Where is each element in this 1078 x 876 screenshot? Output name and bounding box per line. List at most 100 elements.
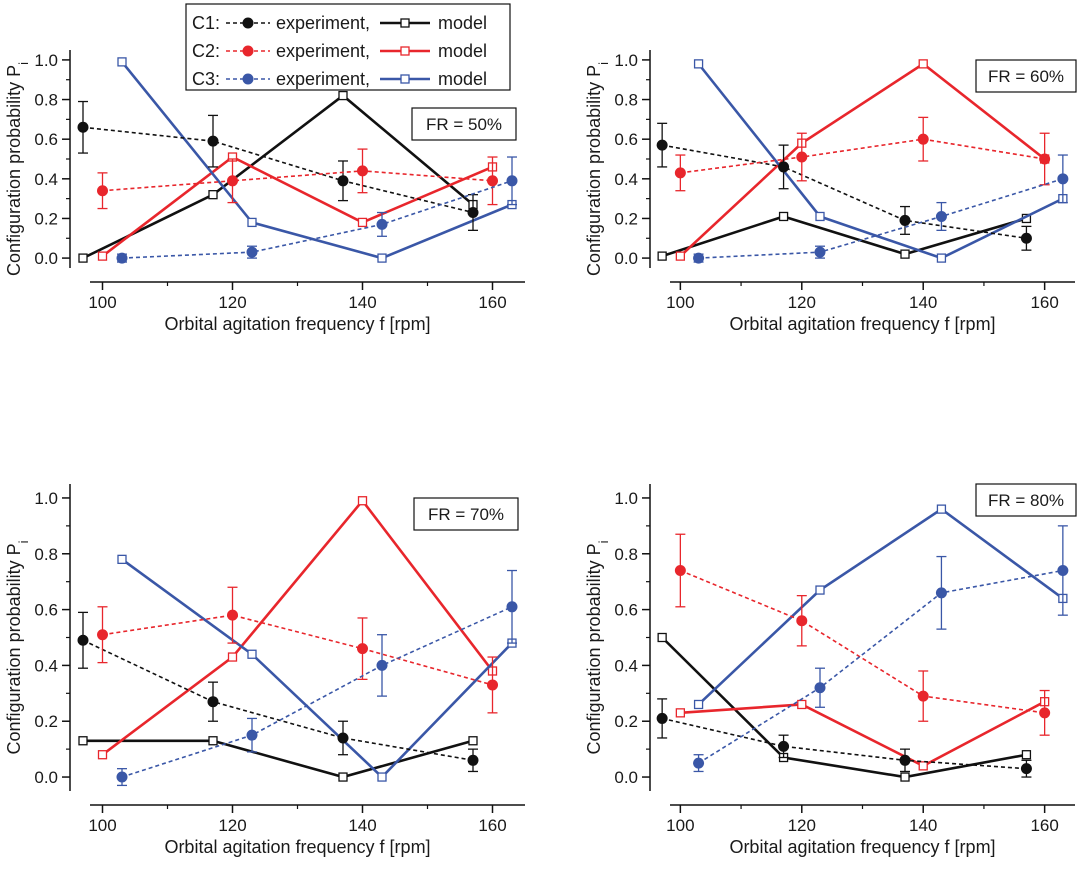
model-marker-C2 xyxy=(97,750,108,760)
x-tick-label: 120 xyxy=(218,816,246,835)
model-marker-C3 xyxy=(377,772,387,782)
experiment-marker-C3 xyxy=(116,252,128,264)
experiment-marker-C3 xyxy=(506,175,518,187)
x-tick-label: 100 xyxy=(666,816,694,835)
x-tick-label: 100 xyxy=(88,293,116,312)
x-axis-label: Orbital agitation frequency f [rpm] xyxy=(729,837,995,857)
model-marker-C2 xyxy=(675,708,686,718)
model-marker-C2 xyxy=(918,761,928,771)
model-marker-C3 xyxy=(936,253,947,263)
experiment-marker-C1 xyxy=(778,740,790,752)
x-tick-label: 140 xyxy=(909,816,937,835)
model-line-C3 xyxy=(121,558,513,779)
model-marker-C1 xyxy=(900,249,910,259)
experiment-line-C3 xyxy=(698,178,1064,259)
model-marker-C1 xyxy=(208,190,218,200)
model-marker-C1 xyxy=(468,736,478,746)
model-marker-C2 xyxy=(675,251,686,261)
experiment-marker-C3 xyxy=(376,659,388,671)
experiment-marker-C3 xyxy=(814,682,826,694)
experiment-line-C2 xyxy=(680,569,1045,714)
experiment-marker-C3 xyxy=(1057,173,1069,185)
legend-model-label: model xyxy=(438,13,487,33)
experiment-line-C2 xyxy=(102,170,493,192)
fr-label: FR = 50% xyxy=(426,115,502,134)
experiment-marker-C1 xyxy=(656,139,668,151)
experiment-marker-C3 xyxy=(246,729,258,741)
model-line-C2 xyxy=(101,498,494,756)
x-tick-label: 120 xyxy=(788,816,816,835)
y-tick-label: 0.2 xyxy=(34,209,58,228)
model-marker-C2 xyxy=(357,496,368,506)
panels: 0.0 0.2 0.4 0.6 0.8 1.0 100 120 140 160 Orbital ag… xyxy=(4,50,1077,857)
experiment-marker-C3 xyxy=(693,252,705,264)
chart-panel-1: 0.0 0.2 0.4 0.6 0.8 1.0 100 120 140 160 Orbital ag… xyxy=(4,50,525,334)
y-tick-label: 0.8 xyxy=(34,545,58,564)
experiment-marker-C3 xyxy=(1057,565,1069,577)
model-marker-C1 xyxy=(78,253,88,263)
y-tick-label: 0.0 xyxy=(34,249,58,268)
legend-row-C1: C1: experiment, model xyxy=(192,13,487,33)
fr-label: FR = 60% xyxy=(988,67,1064,86)
experiment-marker-C1 xyxy=(778,161,790,173)
legend-box xyxy=(185,3,511,91)
x-tick-label: 100 xyxy=(666,293,694,312)
legend-experiment-label: experiment, xyxy=(276,69,370,89)
experiment-marker-C2 xyxy=(796,615,808,627)
experiment-line-C1 xyxy=(661,717,1027,770)
experiment-marker-C3 xyxy=(376,218,388,230)
legend-row-C2: C2: experiment, model xyxy=(192,41,487,61)
model-marker-C1 xyxy=(338,90,348,101)
model-marker-C1 xyxy=(78,736,88,746)
experiment-marker-C2 xyxy=(674,565,686,577)
y-tick-label: 1.0 xyxy=(34,51,58,70)
legend-experiment-marker xyxy=(242,73,254,85)
y-axis-label: Configuration probability Pi xyxy=(4,62,31,276)
experiment-marker-C1 xyxy=(656,712,668,724)
x-tick-label: 160 xyxy=(1030,293,1058,312)
model-marker-C3 xyxy=(693,59,704,69)
legend-model-label: model xyxy=(438,41,487,61)
model-marker-C2 xyxy=(797,699,807,710)
model-line-C3 xyxy=(697,63,1064,260)
legend-model-label: model xyxy=(438,69,487,89)
fr-box xyxy=(411,107,517,141)
experiment-marker-C2 xyxy=(1039,707,1051,719)
x-axis-label: Orbital agitation frequency f [rpm] xyxy=(729,314,995,334)
y-tick-label: 1.0 xyxy=(34,489,58,508)
model-marker-C3 xyxy=(693,699,704,710)
model-marker-C1 xyxy=(778,211,789,222)
x-tick-label: 160 xyxy=(478,816,506,835)
model-marker-C1 xyxy=(900,772,910,782)
legend-series-label: C2: xyxy=(192,41,220,61)
model-marker-C1 xyxy=(657,251,667,261)
y-tick-label: 0.6 xyxy=(34,130,58,149)
y-tick-label: 0.2 xyxy=(614,209,638,228)
experiment-marker-C3 xyxy=(935,587,947,599)
model-marker-C3 xyxy=(815,211,825,222)
y-tick-label: 0.8 xyxy=(614,91,638,110)
experiment-marker-C1 xyxy=(77,634,89,646)
y-tick-label: 1.0 xyxy=(614,51,638,70)
experiment-line-C3 xyxy=(121,606,513,778)
legend-model-marker xyxy=(400,74,410,84)
experiment-marker-C2 xyxy=(97,629,108,641)
fr-label: FR = 70% xyxy=(428,505,504,524)
y-tick-label: 0.6 xyxy=(614,130,638,149)
experiment-line-C2 xyxy=(102,614,493,686)
model-marker-C2 xyxy=(918,59,928,69)
experiment-marker-C3 xyxy=(246,246,258,258)
model-line-C1 xyxy=(82,93,474,260)
experiment-line-C3 xyxy=(698,569,1064,764)
model-marker-C1 xyxy=(338,772,348,782)
chart-panel-4: 0.0 0.2 0.4 0.6 0.8 1.0 100 120 140 160 Orbital ag… xyxy=(584,483,1077,857)
model-marker-C3 xyxy=(117,554,127,565)
y-tick-label: 1.0 xyxy=(614,489,638,508)
x-tick-label: 140 xyxy=(348,293,376,312)
experiment-marker-C1 xyxy=(337,732,349,744)
experiment-marker-C3 xyxy=(506,601,518,613)
model-line-C2 xyxy=(680,700,1046,768)
x-tick-label: 140 xyxy=(348,816,376,835)
